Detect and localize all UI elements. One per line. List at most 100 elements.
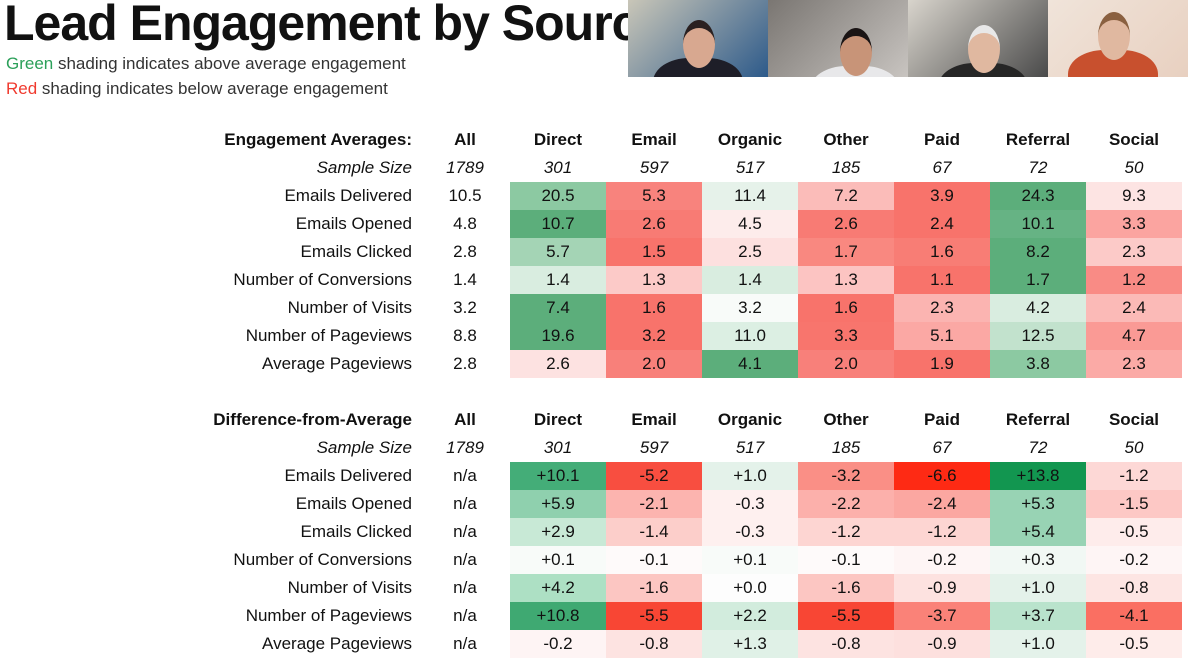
column-header: Paid bbox=[924, 410, 960, 429]
heatmap-cell: -4.1 bbox=[1086, 602, 1182, 630]
heatmap-cell: -2.4 bbox=[894, 490, 990, 518]
heatmap-cell: 1.2 bbox=[1086, 266, 1182, 294]
table-row: Number of Visits 3.2 7.4 1.6 3.2 1.6 2.3 4.2 2.4 bbox=[180, 294, 1182, 322]
heatmap-cell: 3.3 bbox=[798, 322, 894, 350]
heatmap-cell: 5.7 bbox=[510, 238, 606, 266]
heatmap-cell: 1.9 bbox=[894, 350, 990, 378]
heatmap-cell: -0.3 bbox=[702, 490, 798, 518]
column-header: Referral bbox=[1005, 130, 1071, 149]
heatmap-cell: 4.2 bbox=[990, 294, 1086, 322]
heatmap-cell: 1.4 bbox=[510, 266, 606, 294]
sample-size-cell: 67 bbox=[932, 158, 952, 177]
video-tile[interactable] bbox=[628, 0, 768, 77]
table-row: Average Pageviews n/a -0.2 -0.8 +1.3 -0.8 -0.9… bbox=[180, 630, 1182, 658]
heatmap-cell: -1.6 bbox=[606, 574, 702, 602]
header-row: Difference-from-Average All Direct Email Org… bbox=[180, 406, 1182, 434]
heatmap-cell: 3.8 bbox=[990, 350, 1086, 378]
heatmap-cell: 9.3 bbox=[1086, 182, 1182, 210]
row-label: Number of Pageviews bbox=[245, 606, 412, 625]
heatmap-cell: -0.1 bbox=[606, 546, 702, 574]
heatmap-cell: -1.6 bbox=[798, 574, 894, 602]
heatmap-cell: 3.2 bbox=[606, 322, 702, 350]
heatmap-cell: 8.2 bbox=[990, 238, 1086, 266]
table-row: Number of Conversions 1.4 1.4 1.3 1.4 1.3 1.1 1… bbox=[180, 266, 1182, 294]
heatmap-cell: 2.6 bbox=[510, 350, 606, 378]
column-header: Organic bbox=[717, 130, 783, 149]
heatmap-cell: +1.0 bbox=[990, 574, 1086, 602]
all-value-cell: 8.8 bbox=[453, 326, 477, 345]
table-row: Emails Clicked 2.8 5.7 1.5 2.5 1.7 1.6 8.2 2.3 bbox=[180, 238, 1182, 266]
heatmap-cell: +0.0 bbox=[702, 574, 798, 602]
row-label: Emails Delivered bbox=[284, 466, 412, 485]
heatmap-cell: 2.5 bbox=[702, 238, 798, 266]
heatmap-cell: +0.1 bbox=[510, 546, 606, 574]
slide-title: Lead Engagement by Source bbox=[4, 0, 666, 51]
heatmap-cell: -2.2 bbox=[798, 490, 894, 518]
heatmap-cell: 4.7 bbox=[1086, 322, 1182, 350]
heatmap-cell: -0.5 bbox=[1086, 630, 1182, 658]
table-row: Emails Clicked n/a +2.9 -1.4 -0.3 -1.2 -1.2 +5.… bbox=[180, 518, 1182, 546]
heatmap-cell: +0.1 bbox=[702, 546, 798, 574]
heatmap-cell: 1.3 bbox=[798, 266, 894, 294]
column-header: Referral bbox=[1005, 410, 1071, 429]
heatmap-cell: -0.2 bbox=[1086, 546, 1182, 574]
sample-size-cell: 72 bbox=[1028, 438, 1048, 457]
heatmap-cell: +10.8 bbox=[510, 602, 606, 630]
heatmap-cell: -6.6 bbox=[894, 462, 990, 490]
heatmap-cell: -5.5 bbox=[798, 602, 894, 630]
heatmap-cell: 2.6 bbox=[606, 210, 702, 238]
engagement-averages-table: Engagement Averages: All Direct Email Organi… bbox=[180, 126, 1182, 378]
all-value-cell: n/a bbox=[453, 522, 477, 541]
sample-size-row: Sample Size 1789 301 597 517 185 67 72 50 bbox=[180, 154, 1182, 182]
all-value-cell: n/a bbox=[453, 550, 477, 569]
heatmap-cell: 19.6 bbox=[510, 322, 606, 350]
sample-size-cell: 301 bbox=[543, 158, 573, 177]
sample-size-cell: 185 bbox=[831, 158, 861, 177]
heatmap-cell: +1.0 bbox=[702, 462, 798, 490]
heatmap-cell: +10.1 bbox=[510, 462, 606, 490]
heatmap-cell: 1.7 bbox=[798, 238, 894, 266]
sample-size-cell: 301 bbox=[543, 438, 573, 457]
heatmap-cell: 2.3 bbox=[1086, 238, 1182, 266]
sample-size-cell: 1789 bbox=[446, 438, 484, 457]
table-heading: Difference-from-Average bbox=[213, 410, 412, 429]
all-value-cell: 4.8 bbox=[453, 214, 477, 233]
heatmap-cell: -0.8 bbox=[606, 630, 702, 658]
heatmap-cell: 3.2 bbox=[702, 294, 798, 322]
row-label: Emails Opened bbox=[295, 214, 412, 233]
heatmap-cell: 1.1 bbox=[894, 266, 990, 294]
difference-from-average-table: Difference-from-Average All Direct Email Org… bbox=[180, 406, 1182, 658]
column-header: Email bbox=[631, 130, 677, 149]
heatmap-cell: 2.4 bbox=[894, 210, 990, 238]
heatmap-cell: 3.9 bbox=[894, 182, 990, 210]
heatmap-cell: +4.2 bbox=[510, 574, 606, 602]
heatmap-cell: +5.3 bbox=[990, 490, 1086, 518]
heatmap-cell: +13.8 bbox=[990, 462, 1086, 490]
video-tile[interactable] bbox=[908, 0, 1048, 77]
all-value-cell: n/a bbox=[453, 578, 477, 597]
legend-green-word: Green bbox=[6, 54, 54, 73]
sample-size-cell: 72 bbox=[1028, 158, 1048, 177]
heatmap-cell: -1.4 bbox=[606, 518, 702, 546]
row-label: Number of Conversions bbox=[233, 550, 412, 569]
table-row: Number of Pageviews 8.8 19.6 3.2 11.0 3.3 5.1 1… bbox=[180, 322, 1182, 350]
heatmap-cell: -0.3 bbox=[702, 518, 798, 546]
heatmap-cell: -5.5 bbox=[606, 602, 702, 630]
table-heading: Engagement Averages: bbox=[224, 130, 412, 149]
table-row: Emails Opened n/a +5.9 -2.1 -0.3 -2.2 -2.4 +5.3… bbox=[180, 490, 1182, 518]
row-label: Average Pageviews bbox=[262, 354, 412, 373]
heatmap-cell: 11.0 bbox=[702, 322, 798, 350]
heatmap-cell: -0.1 bbox=[798, 546, 894, 574]
column-header: Direct bbox=[533, 130, 583, 149]
heatmap-cell: 10.1 bbox=[990, 210, 1086, 238]
heatmap-cell: 24.3 bbox=[990, 182, 1086, 210]
legend-green-text: shading indicates above average engageme… bbox=[53, 54, 406, 73]
table-row: Emails Opened 4.8 10.7 2.6 4.5 2.6 2.4 10.1 3.3 bbox=[180, 210, 1182, 238]
table-row: Emails Delivered n/a +10.1 -5.2 +1.0 -3.2 -6.6… bbox=[180, 462, 1182, 490]
video-tile[interactable] bbox=[768, 0, 908, 77]
participant-avatar bbox=[840, 28, 872, 76]
column-header: Direct bbox=[533, 410, 583, 429]
heatmap-cell: -0.2 bbox=[510, 630, 606, 658]
all-value-cell: 2.8 bbox=[453, 354, 477, 373]
video-tile[interactable] bbox=[1048, 0, 1188, 77]
